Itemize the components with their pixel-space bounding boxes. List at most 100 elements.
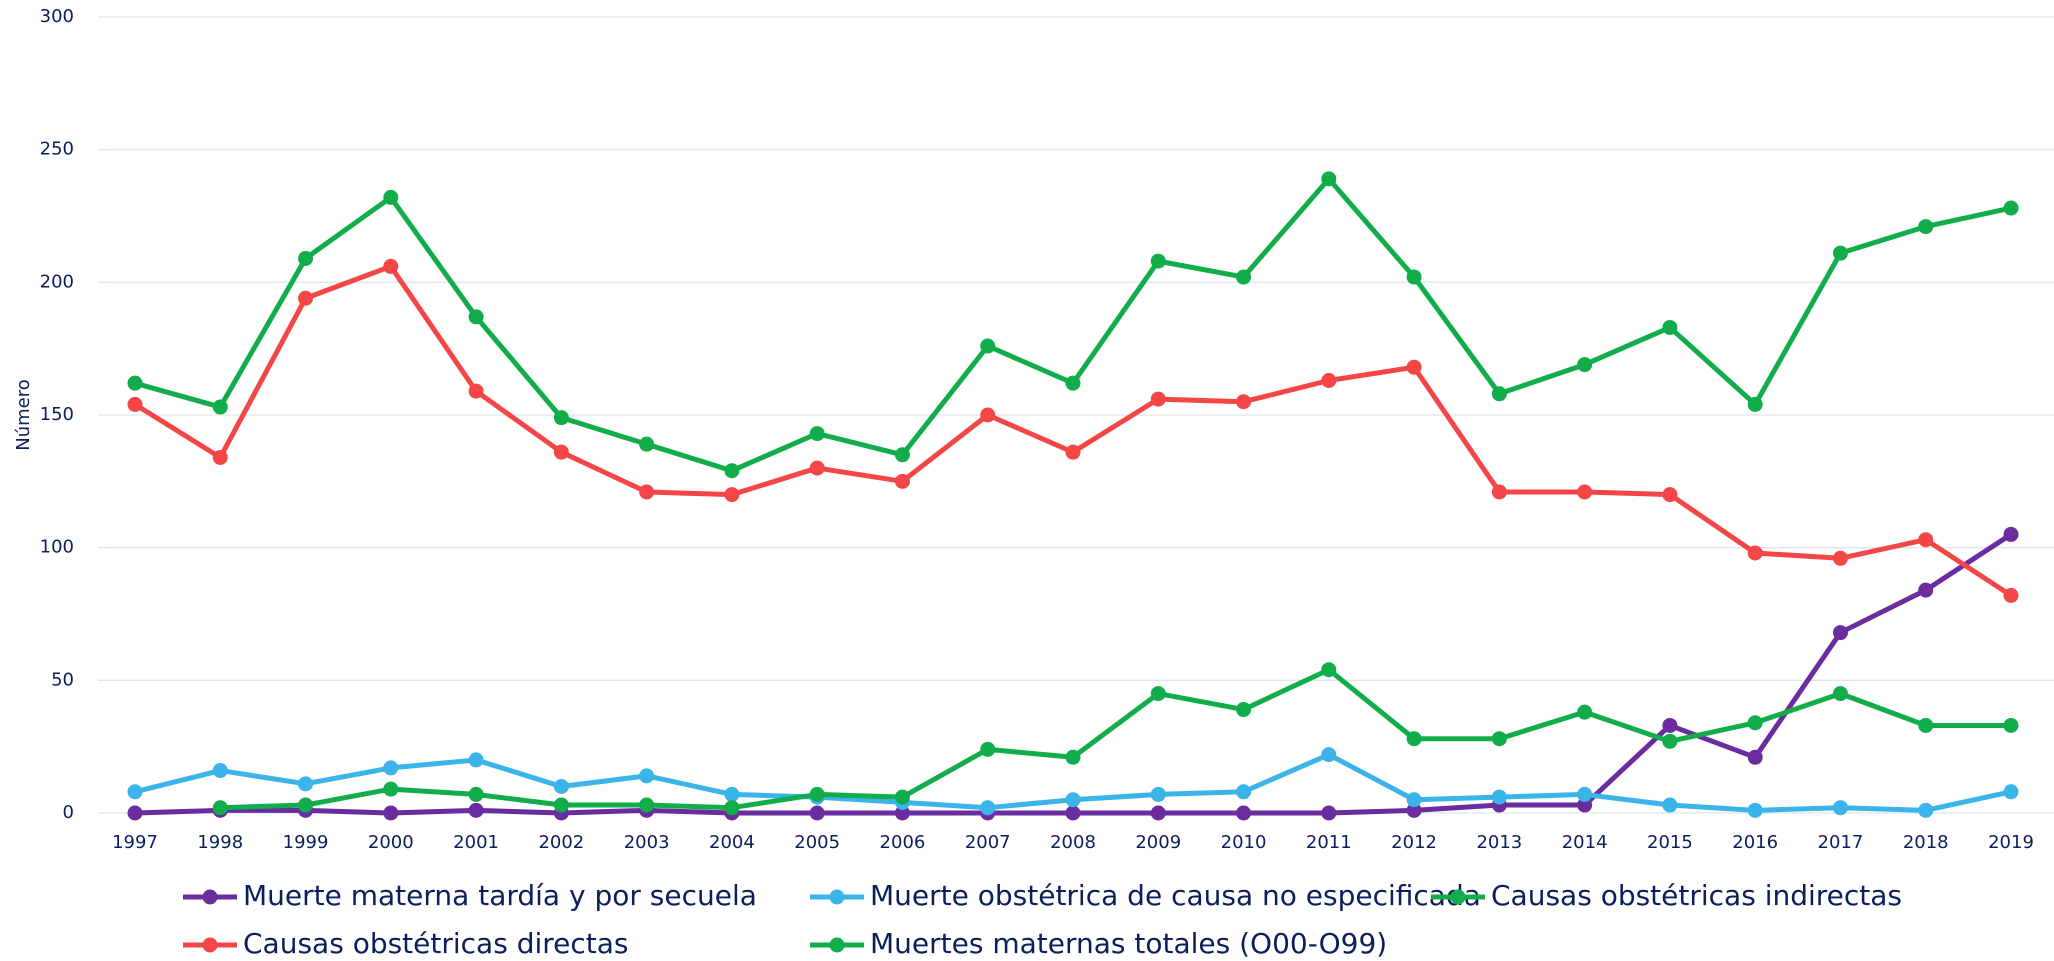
data-point <box>468 383 484 399</box>
data-point <box>1236 702 1252 718</box>
data-point <box>724 800 740 816</box>
series-line <box>134 532 2013 816</box>
data-point <box>1406 792 1422 808</box>
y-tick-label: 150 <box>40 404 74 425</box>
data-point <box>639 436 655 452</box>
data-point <box>809 805 825 821</box>
x-tick-label: 2000 <box>368 832 414 853</box>
data-point <box>298 250 314 266</box>
data-point <box>980 338 996 354</box>
data-point <box>298 290 314 306</box>
data-point <box>1065 805 1081 821</box>
data-point <box>1832 550 1848 566</box>
data-point <box>894 789 910 805</box>
data-point <box>724 487 740 503</box>
data-point <box>1321 805 1337 821</box>
data-point <box>1662 797 1678 813</box>
data-point <box>553 797 569 813</box>
data-point <box>1491 789 1507 805</box>
x-tick-label: 2018 <box>1903 832 1949 853</box>
legend-label: Muerte materna tardía y por secuela <box>243 879 757 912</box>
data-point <box>1150 253 1166 269</box>
data-point <box>639 797 655 813</box>
data-point <box>1577 704 1593 720</box>
legend-marker <box>202 889 218 905</box>
data-point <box>894 805 910 821</box>
data-point <box>1150 805 1166 821</box>
data-point <box>1321 171 1337 187</box>
data-point <box>212 800 228 816</box>
data-point <box>1832 800 1848 816</box>
data-point <box>2003 200 2019 216</box>
series-line <box>134 176 2012 474</box>
data-point <box>2003 784 2019 800</box>
data-point <box>468 786 484 802</box>
legend-label: Causas obstétricas directas <box>243 927 629 960</box>
data-point <box>724 786 740 802</box>
data-point <box>383 760 399 776</box>
data-point <box>1236 394 1252 410</box>
data-point <box>298 776 314 792</box>
y-tick-label: 250 <box>40 139 74 160</box>
x-tick-label: 2006 <box>880 832 926 853</box>
y-axis-title: Número <box>13 379 34 451</box>
series-line <box>133 263 2013 598</box>
data-point <box>212 763 228 779</box>
data-point <box>1065 749 1081 765</box>
data-point <box>1236 805 1252 821</box>
legend-marker <box>829 937 845 953</box>
y-tick-label: 100 <box>40 537 74 558</box>
x-tick-label: 1997 <box>112 832 158 853</box>
data-point <box>553 778 569 794</box>
data-point <box>1832 625 1848 641</box>
data-point <box>1577 357 1593 373</box>
data-point <box>980 800 996 816</box>
data-point <box>1577 797 1593 813</box>
legend-label: Muerte obstétrica de causa no especifica… <box>870 879 1481 912</box>
data-point <box>1747 749 1763 765</box>
data-point <box>553 444 569 460</box>
data-point <box>894 447 910 463</box>
x-tick-label: 2005 <box>794 832 840 853</box>
data-point <box>127 784 143 800</box>
data-point <box>1747 545 1763 561</box>
data-point <box>2003 717 2019 733</box>
x-tick-label: 2017 <box>1818 832 1864 853</box>
data-point <box>1918 582 1934 598</box>
data-point <box>1065 375 1081 391</box>
data-point <box>639 484 655 500</box>
data-point <box>1491 386 1507 402</box>
data-point <box>1065 792 1081 808</box>
data-point <box>1406 359 1422 375</box>
legend-marker <box>1450 889 1466 905</box>
legend-marker <box>829 889 845 905</box>
data-point <box>1918 802 1934 818</box>
data-point <box>1577 786 1593 802</box>
data-point <box>1321 373 1337 389</box>
x-tick-label: 2014 <box>1562 832 1608 853</box>
y-tick-label: 0 <box>63 802 74 823</box>
x-tick-label: 2015 <box>1647 832 1693 853</box>
data-point <box>1747 396 1763 412</box>
data-point <box>1236 784 1252 800</box>
data-point <box>1662 733 1678 749</box>
data-point <box>1321 747 1337 763</box>
x-tick-label: 2010 <box>1221 832 1267 853</box>
data-point <box>894 473 910 489</box>
y-tick-label: 50 <box>51 669 74 690</box>
data-point <box>809 426 825 442</box>
data-point <box>383 781 399 797</box>
data-point <box>1491 731 1507 747</box>
x-tick-label: 2004 <box>709 832 755 853</box>
x-tick-label: 2001 <box>453 832 499 853</box>
data-point <box>553 410 569 426</box>
data-point <box>2003 526 2019 542</box>
x-tick-label: 2019 <box>1988 832 2034 853</box>
x-tick-label: 2013 <box>1476 832 1522 853</box>
data-point <box>724 463 740 479</box>
data-point <box>1321 662 1337 678</box>
data-point <box>809 786 825 802</box>
data-point <box>1832 686 1848 702</box>
data-point <box>468 309 484 325</box>
